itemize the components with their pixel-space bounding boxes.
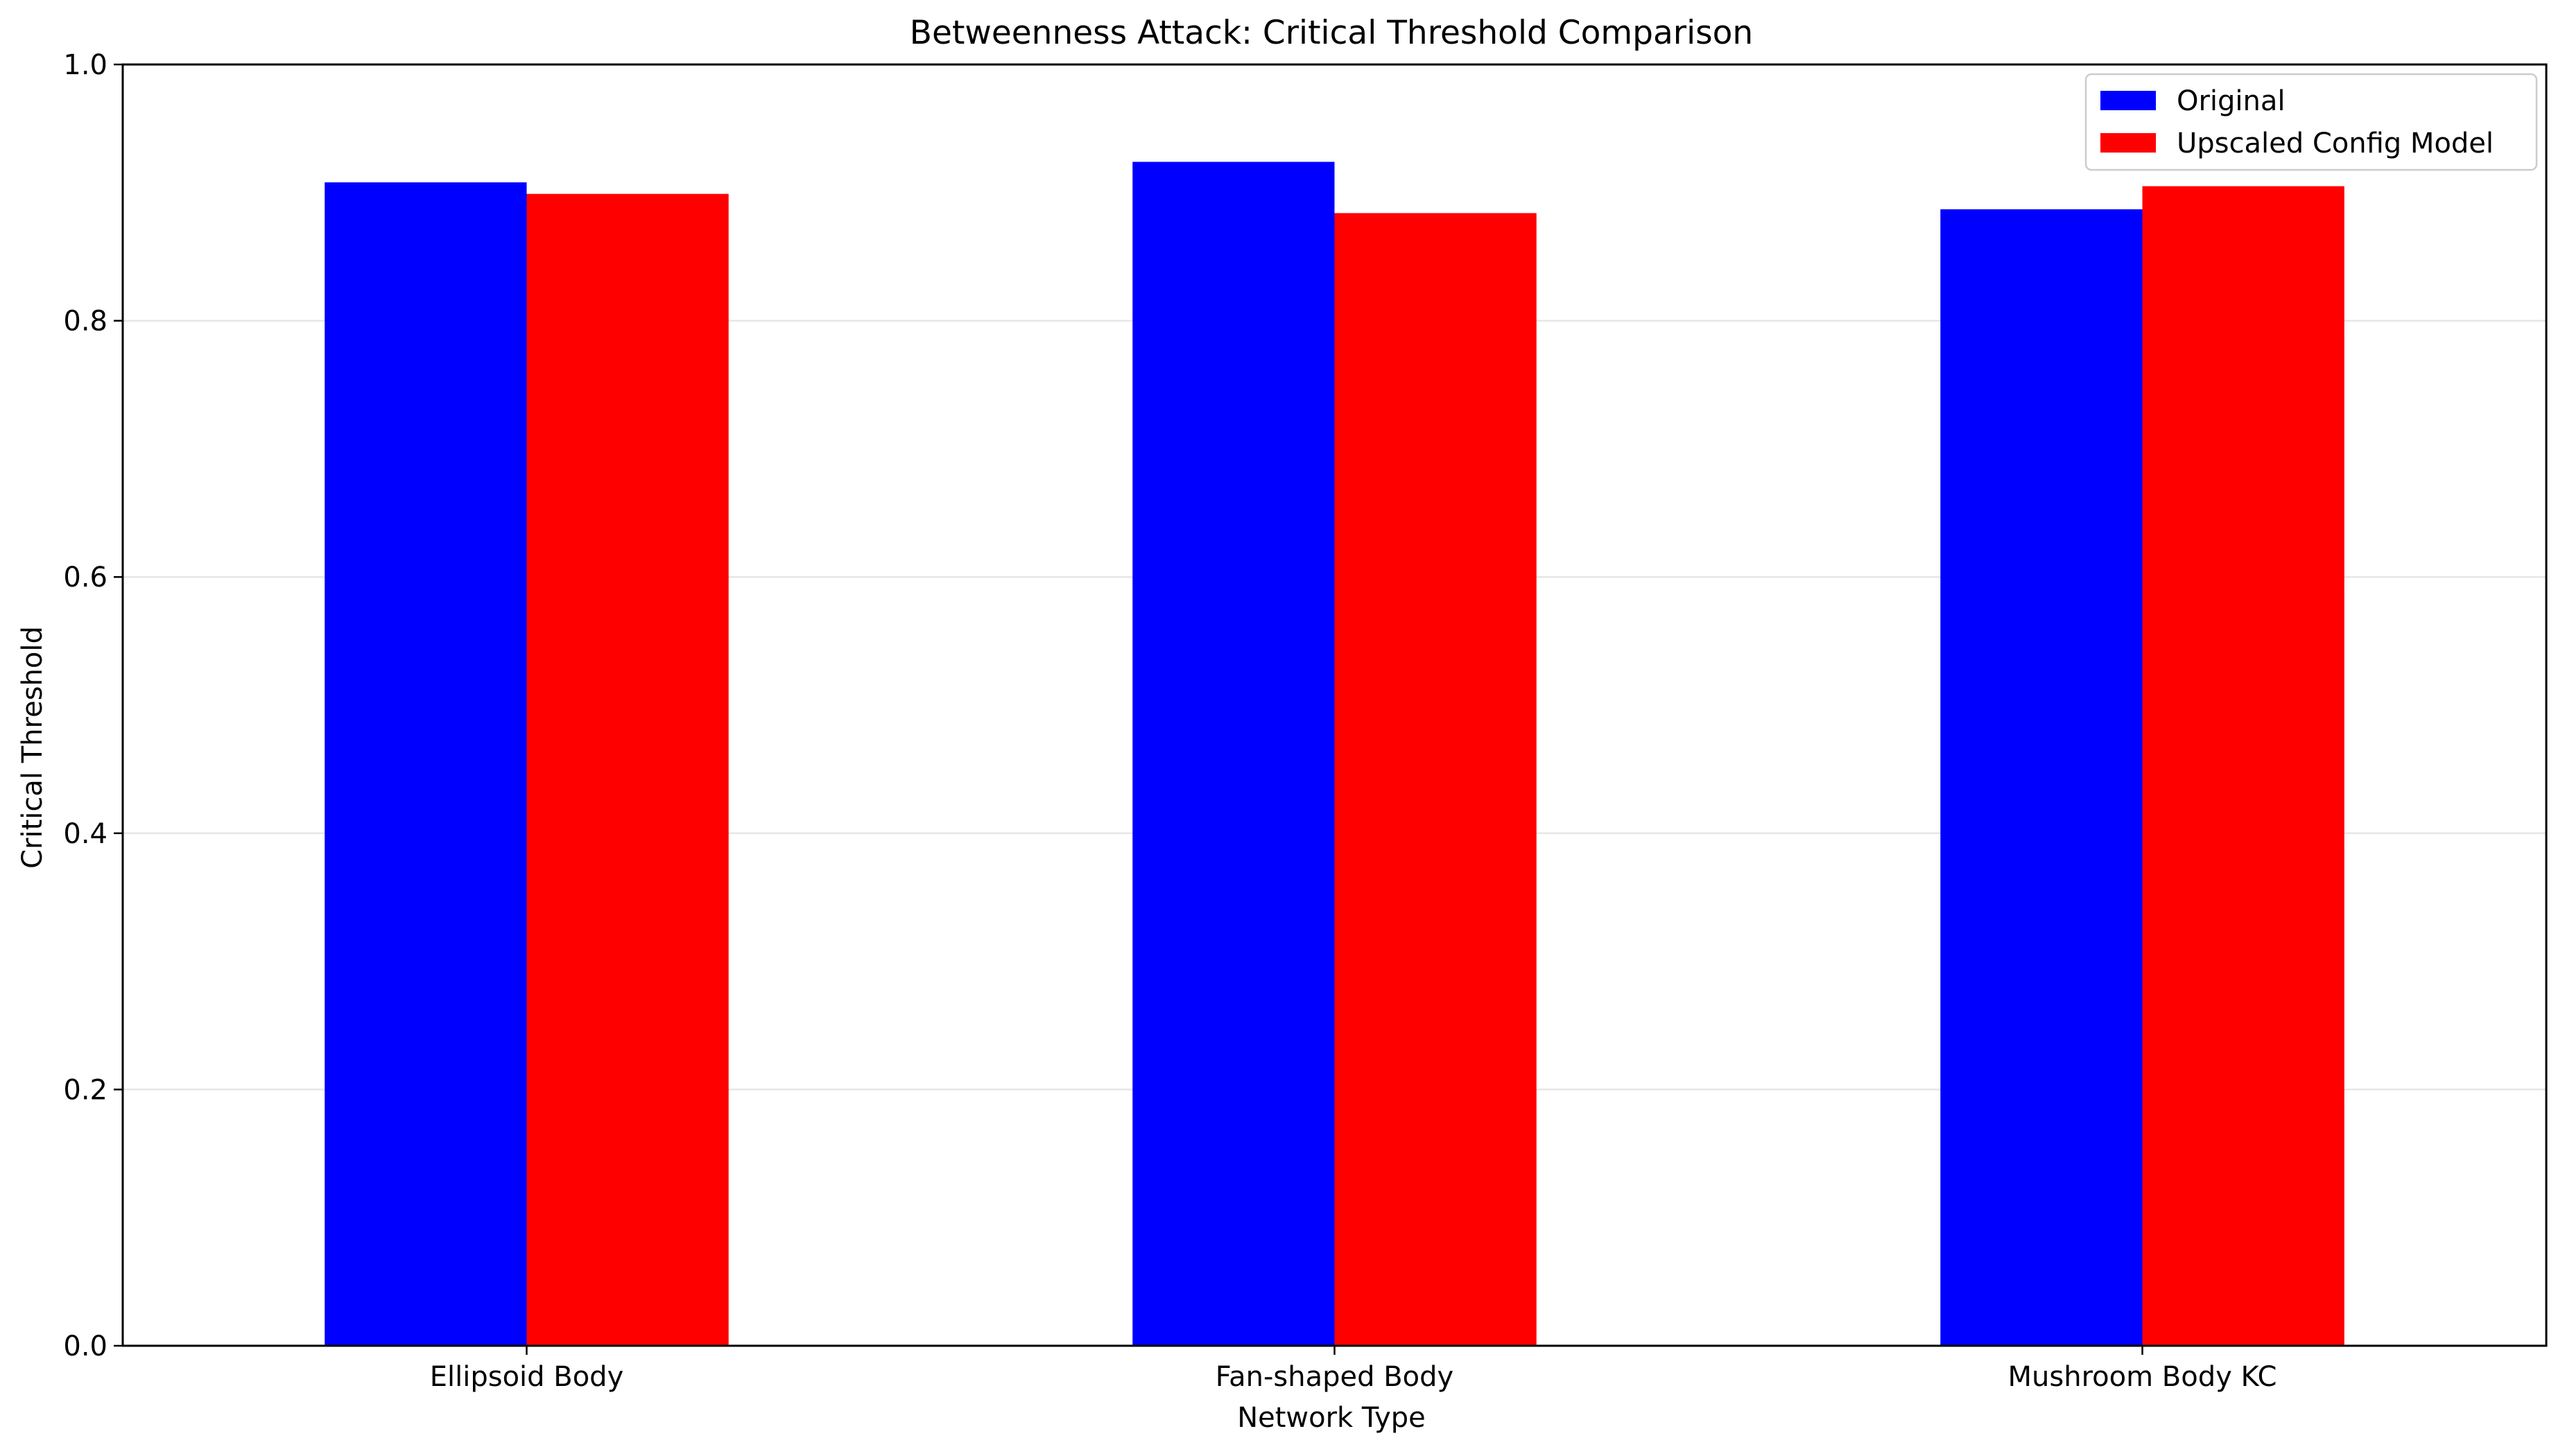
x-tick-label: Mushroom Body KC xyxy=(2008,1361,2277,1393)
bar-upscaled-config-model xyxy=(1334,213,1537,1346)
y-tick-label: 1.0 xyxy=(63,49,107,81)
bar-upscaled-config-model xyxy=(2142,186,2344,1346)
x-tick-label: Ellipsoid Body xyxy=(430,1361,624,1393)
x-axis-label: Network Type xyxy=(1237,1402,1426,1434)
y-axis: 0.0 0.2 0.4 0.6 0.8 1.0 xyxy=(63,49,123,1362)
x-axis: Ellipsoid Body Fan-shaped Body Mushroom Bo… xyxy=(430,1346,2277,1393)
chart-title: Betweenness Attack: Critical Threshold C… xyxy=(910,14,1753,52)
y-tick-label: 0.0 xyxy=(63,1331,107,1362)
legend-swatch xyxy=(2100,133,2156,153)
y-tick-label: 0.6 xyxy=(63,562,107,593)
legend: Original Upscaled Config Model xyxy=(2084,73,2538,171)
bar-original xyxy=(325,182,527,1346)
legend-label: Original xyxy=(2177,85,2286,117)
legend-box xyxy=(2084,73,2538,171)
bars xyxy=(325,162,2344,1346)
bar-upscaled-config-model xyxy=(526,193,729,1346)
legend-swatch xyxy=(2100,91,2156,110)
y-tick-label: 0.4 xyxy=(63,818,107,850)
y-tick-label: 0.2 xyxy=(63,1074,107,1106)
y-tick-label: 0.8 xyxy=(63,306,107,338)
bar-original xyxy=(1132,162,1335,1346)
y-axis-label: Critical Threshold xyxy=(17,626,49,869)
bar-original xyxy=(1940,209,2143,1346)
x-tick-label: Fan-shaped Body xyxy=(1216,1361,1453,1393)
legend-label: Upscaled Config Model xyxy=(2177,128,2494,159)
